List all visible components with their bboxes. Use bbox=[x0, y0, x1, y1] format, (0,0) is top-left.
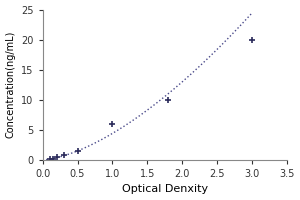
Y-axis label: Concentration(ng/mL): Concentration(ng/mL) bbox=[6, 31, 16, 138]
X-axis label: Optical Denxity: Optical Denxity bbox=[122, 184, 208, 194]
